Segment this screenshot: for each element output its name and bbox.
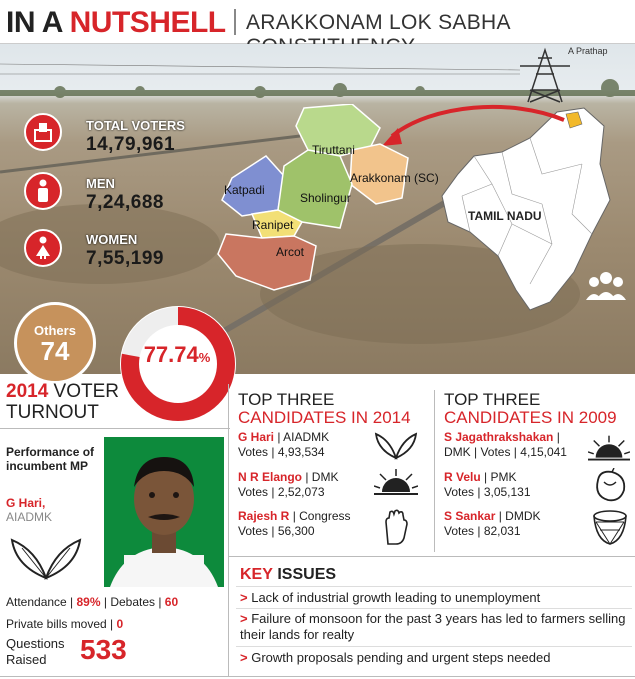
- divider: [236, 608, 632, 609]
- incumbent-name: G Hari,: [6, 496, 46, 510]
- map-label-arakkonam: Arakkonam (SC): [350, 171, 439, 185]
- two-leaves-icon: [374, 432, 418, 460]
- rising-sun-icon: [588, 435, 630, 461]
- map-label-katpadi: Katpadi: [224, 183, 265, 197]
- turnout-label: 2014 VOTER TURNOUT: [6, 381, 120, 423]
- divider: [228, 384, 229, 676]
- incumbent-heading: Performance of incumbent MP: [6, 445, 95, 473]
- two-leaves-icon: [10, 538, 82, 580]
- bills-value: 0: [116, 617, 124, 631]
- candidate-2014-1: G Hari | AIADMK Votes | 4,93,534: [238, 430, 330, 459]
- divider: [434, 390, 435, 552]
- segment-arcot: [217, 233, 317, 291]
- questions-label: Questions Raised: [6, 636, 65, 667]
- turnout-percent: 77.74%: [143, 342, 211, 367]
- photo-credit: A Prathap: [568, 46, 608, 56]
- incumbent-party: AIADMK: [6, 510, 53, 524]
- candidate-2009-3: S Sankar | DMDK Votes | 82,031: [444, 509, 541, 538]
- incumbent-photo: [104, 437, 224, 587]
- map-label-arcot: Arcot: [276, 245, 305, 259]
- pylon: [520, 47, 570, 103]
- others-value: 74: [40, 335, 70, 366]
- questions-value: 533: [80, 634, 127, 665]
- stat-value-women: 7,55,199: [86, 248, 164, 269]
- candidate-2009-2: R Velu | PMK Votes | 3,05,131: [444, 470, 531, 499]
- candidate-2009-1: S Jagathrakshakan | DMK | Votes | 4,15,04…: [444, 430, 567, 459]
- header: IN A NUTSHELL ARAKKONAM LOK SABHA CONSTI…: [0, 0, 635, 58]
- header-divider: [234, 9, 236, 35]
- candidate-2014-3: Rajesh R | Congress Votes | 56,300: [238, 509, 351, 538]
- hand-icon: [385, 509, 408, 545]
- attendance-stat: Attendance | 89% | Debates | 60: [6, 595, 179, 609]
- attendance-value: 89%: [76, 595, 101, 609]
- stat-label-total-voters: TOTAL VOTERS: [86, 118, 185, 133]
- divider: [236, 646, 632, 647]
- constituency-map: TAMIL NADU Tiruttani Arakkonam (SC) Katp…: [217, 104, 626, 311]
- candidate-2014-2: N R Elango | DMK Votes | 2,52,073: [238, 470, 339, 499]
- divider: [0, 428, 230, 429]
- rising-sun-icon: [374, 469, 418, 495]
- key-issues-title: KEY ISSUES: [240, 566, 337, 583]
- state-label: TAMIL NADU: [468, 209, 542, 223]
- bills-stat: Private bills moved | 0: [6, 617, 124, 631]
- key-issue-3: > Growth proposals pending and urgent st…: [240, 650, 551, 665]
- key-issue-2: > Failure of monsoon for the past 3 year…: [240, 611, 626, 642]
- turnout-donut: [120, 306, 236, 422]
- headline: IN A NUTSHELL: [6, 6, 226, 39]
- turnout-arc: [121, 307, 235, 421]
- people-icon: [586, 272, 626, 300]
- nagara-drum-icon: [593, 510, 627, 545]
- map-label-sholingur: Sholingur: [300, 191, 351, 205]
- candidates-2009-title: TOP THREE CANDIDATES IN 2009: [444, 390, 617, 427]
- stat-label-women: WOMEN: [86, 232, 138, 247]
- divider: [228, 556, 635, 557]
- woman-icon: [24, 229, 62, 267]
- debates-value: 60: [164, 595, 179, 609]
- stat-label-men: MEN: [86, 176, 115, 191]
- others-label: Others: [34, 322, 76, 338]
- others-votes-badge: Others 74: [14, 302, 96, 384]
- divider: [0, 676, 635, 677]
- ballot-box-icon: [24, 113, 62, 151]
- man-icon: [24, 172, 62, 210]
- divider: [236, 586, 632, 587]
- mango-icon: [596, 468, 626, 502]
- segment-ranipet: [250, 209, 304, 239]
- map-label-tiruttani: Tiruttani: [312, 143, 355, 157]
- map-label-ranipet: Ranipet: [252, 218, 294, 232]
- stat-value-men: 7,24,688: [86, 192, 164, 213]
- candidates-2014-title: TOP THREE CANDIDATES IN 2014: [238, 390, 411, 427]
- stat-value-total-voters: 14,79,961: [86, 134, 176, 155]
- key-issue-1: > Lack of industrial growth leading to u…: [240, 590, 541, 605]
